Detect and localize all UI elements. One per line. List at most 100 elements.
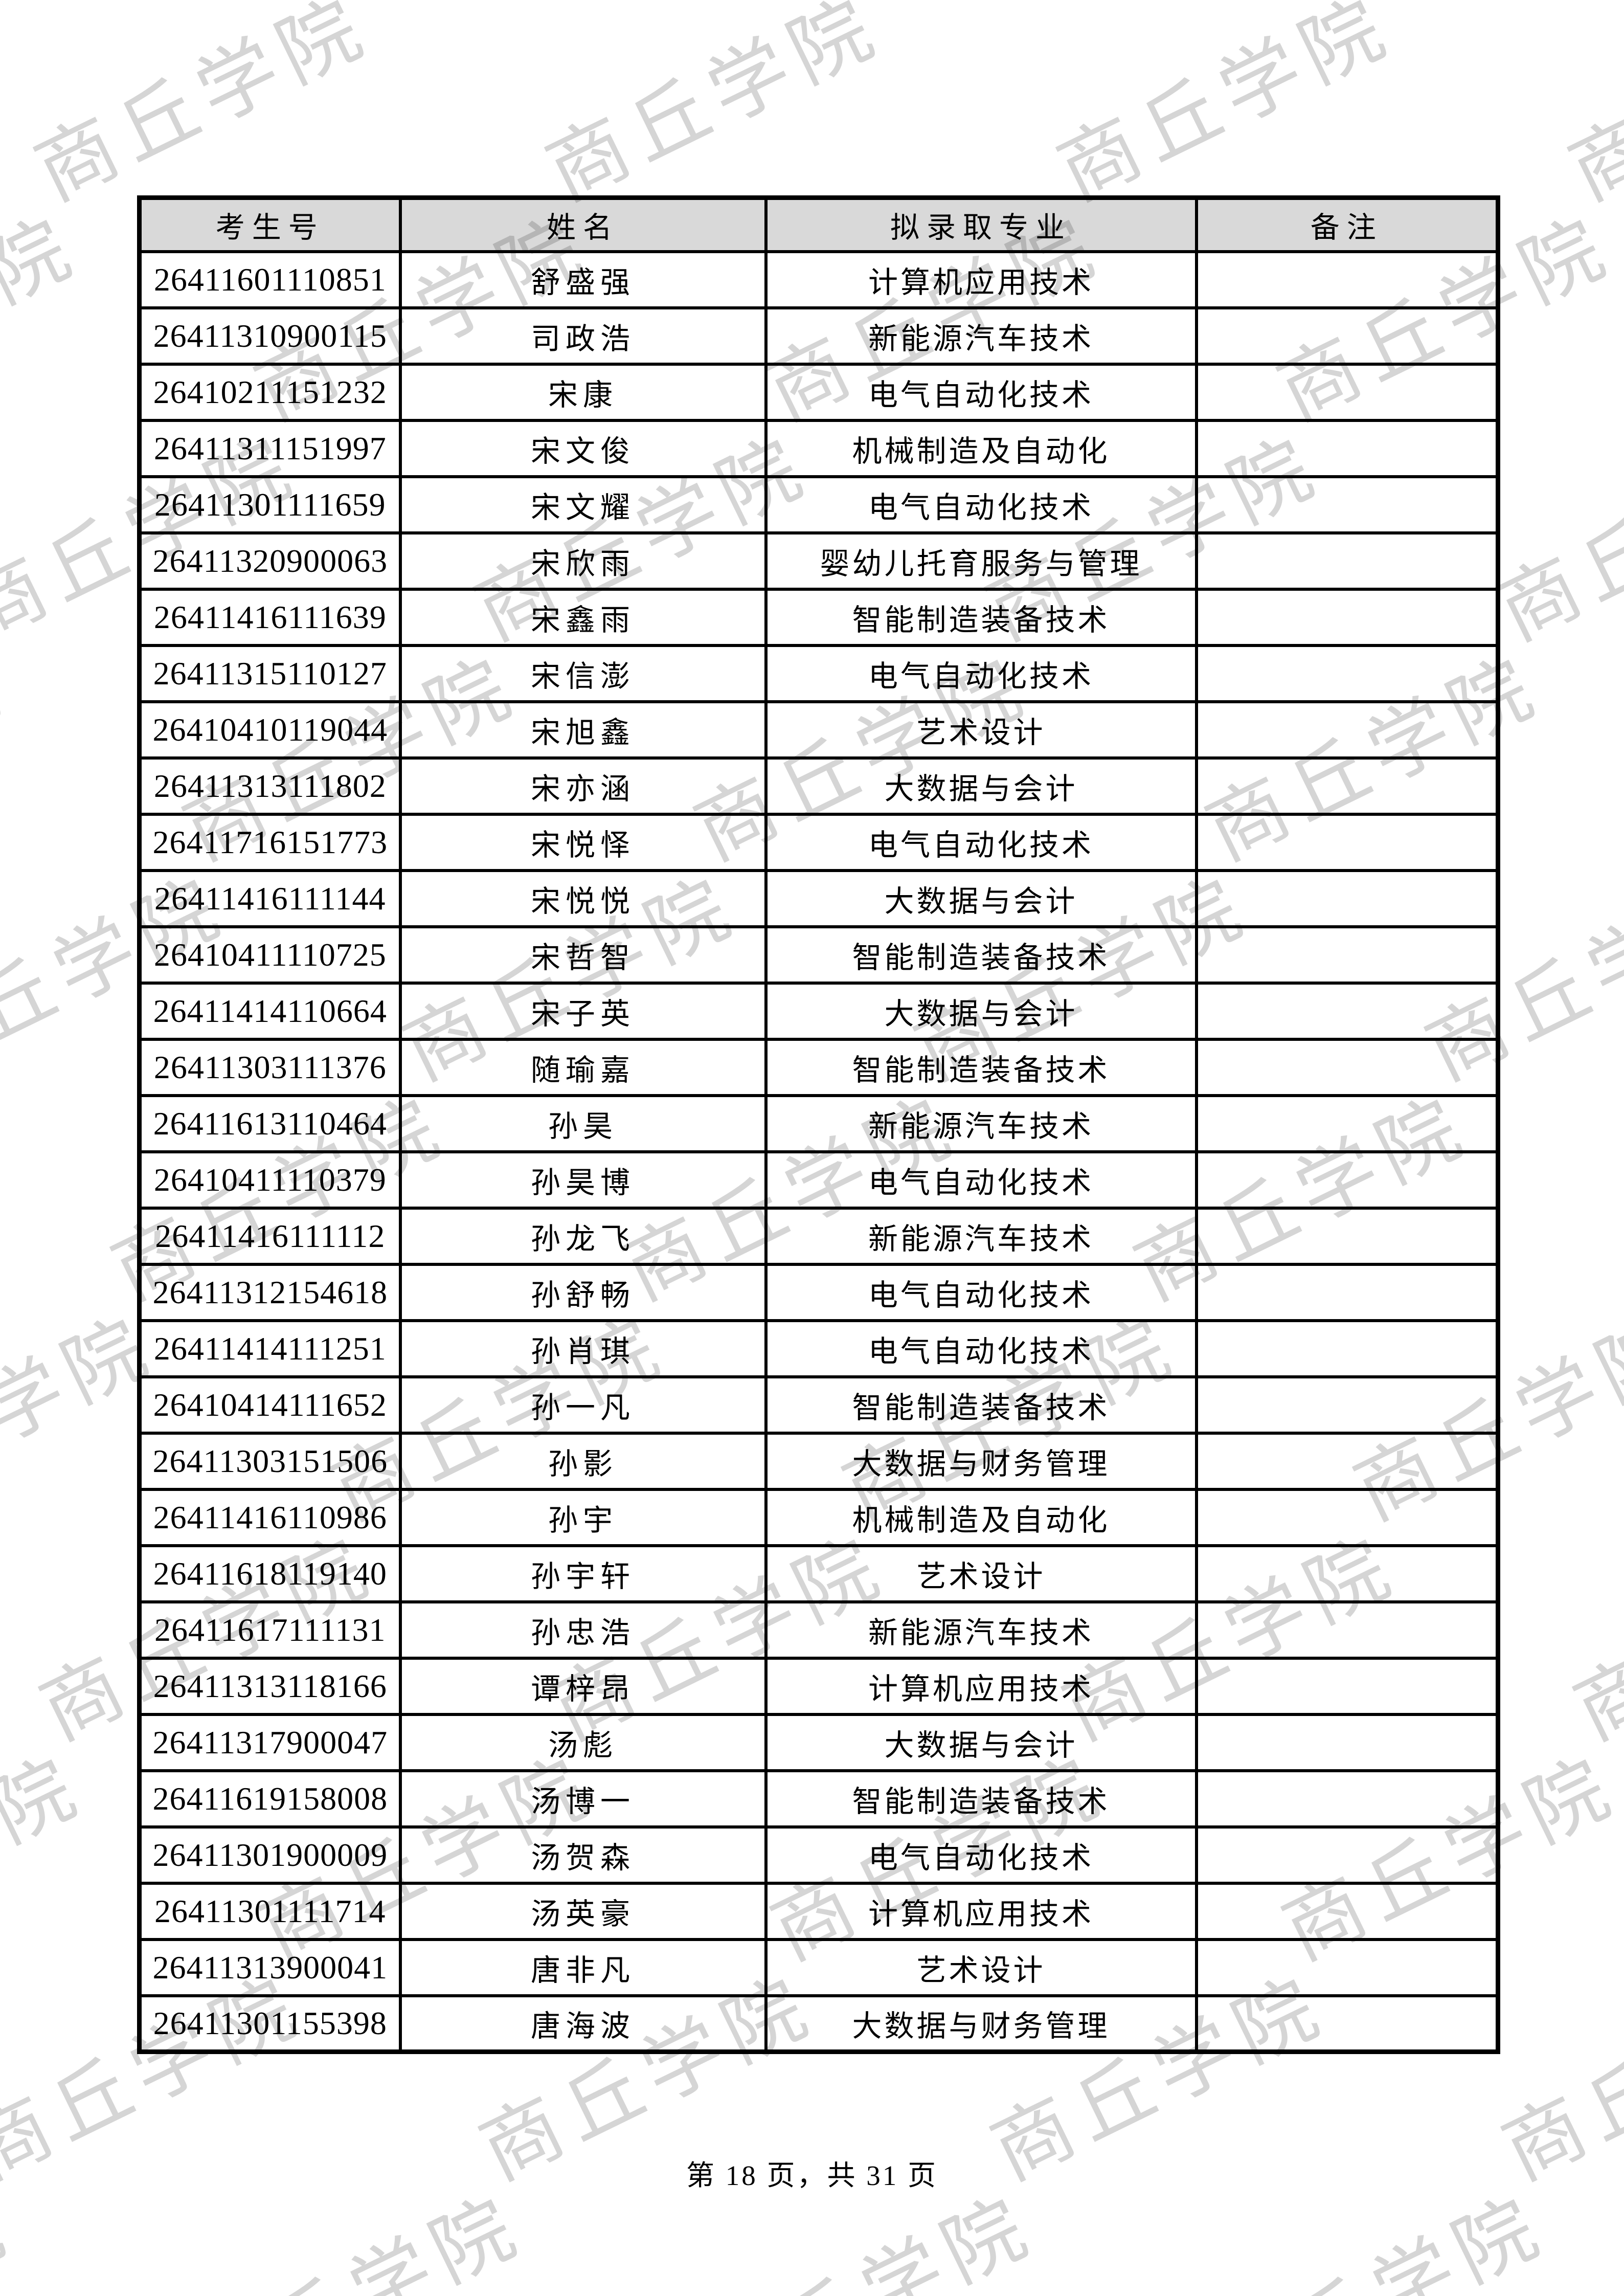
name-cell: 宋亦涵 <box>398 756 768 816</box>
table-row: 26411311151997 宋文俊 机械制造及自动化 <box>138 418 1500 478</box>
name-cell: 谭梓昂 <box>398 1656 768 1716</box>
note-cell <box>1194 925 1500 985</box>
major-cell: 智能制造装备技术 <box>764 925 1198 985</box>
candidate-id-cell: 26411301900009 <box>138 1825 402 1885</box>
note-cell <box>1194 1600 1500 1660</box>
watermark-text: 商丘学院 <box>0 201 92 437</box>
table-row: 26411310900115 司政浩 新能源汽车技术 <box>138 306 1500 366</box>
note-cell <box>1194 418 1500 478</box>
name-cell: 宋悦怿 <box>398 812 768 872</box>
table-row: 26411416111639 宋鑫雨 智能制造装备技术 <box>138 587 1500 647</box>
name-cell: 宋欣雨 <box>398 531 768 591</box>
table-row: 26411303151506 孙影 大数据与财务管理 <box>138 1431 1500 1491</box>
table-row: 26410414111652 孙一凡 智能制造装备技术 <box>138 1375 1500 1435</box>
watermark-text: 商丘学院 <box>1557 0 1624 217</box>
candidate-id-cell: 26411311151997 <box>138 418 402 478</box>
watermark-text: 商丘学院 <box>22 0 384 217</box>
note-cell <box>1194 1094 1500 1153</box>
name-cell: 汤彪 <box>398 1712 768 1772</box>
name-cell: 汤贺森 <box>398 1825 768 1885</box>
major-cell: 智能制造装备技术 <box>764 1037 1198 1097</box>
name-cell: 孙影 <box>398 1431 768 1491</box>
table-row: 26411320900063 宋欣雨 婴幼儿托育服务与管理 <box>138 531 1500 591</box>
note-cell <box>1194 531 1500 591</box>
name-cell: 孙一凡 <box>398 1375 768 1435</box>
table-row: 26411313900041 唐非凡 艺术设计 <box>138 1937 1500 1997</box>
name-cell: 宋旭鑫 <box>398 700 768 760</box>
note-cell <box>1194 868 1500 928</box>
major-cell: 新能源汽车技术 <box>764 306 1198 366</box>
major-cell: 智能制造装备技术 <box>764 1375 1198 1435</box>
note-cell <box>1194 643 1500 703</box>
table-row: 26411301900009 汤贺森 电气自动化技术 <box>138 1825 1500 1885</box>
table-row: 26410410119044 宋旭鑫 艺术设计 <box>138 700 1500 760</box>
column-header-3: 备注 <box>1194 196 1500 253</box>
watermark-text: 商丘学院 <box>0 1741 97 1977</box>
name-cell: 宋康 <box>398 362 768 422</box>
note-cell <box>1194 1712 1500 1772</box>
major-cell: 大数据与财务管理 <box>764 1994 1198 2054</box>
candidate-id-cell: 26411716151773 <box>138 812 402 872</box>
table-row: 26411312154618 孙舒畅 电气自动化技术 <box>138 1262 1500 1322</box>
name-cell: 孙宇轩 <box>398 1544 768 1603</box>
major-cell: 智能制造装备技术 <box>764 587 1198 647</box>
note-cell <box>1194 812 1500 872</box>
candidate-id-cell: 26411618119140 <box>138 1544 402 1603</box>
major-cell: 大数据与会计 <box>764 868 1198 928</box>
candidate-id-cell: 26411414110664 <box>138 981 402 1041</box>
major-cell: 电气自动化技术 <box>764 1825 1198 1885</box>
candidate-id-cell: 26411313118166 <box>138 1656 402 1716</box>
candidate-id-cell: 26411313900041 <box>138 1937 402 1997</box>
candidate-id-cell: 26411416111112 <box>138 1206 402 1266</box>
table-row: 26411416111112 孙龙飞 新能源汽车技术 <box>138 1206 1500 1266</box>
table-row: 26411313111802 宋亦涵 大数据与会计 <box>138 756 1500 816</box>
candidate-id-cell: 26410411110725 <box>138 925 402 985</box>
note-cell <box>1194 1937 1500 1997</box>
table-row: 26411414111251 孙肖琪 电气自动化技术 <box>138 1319 1500 1378</box>
major-cell: 计算机应用技术 <box>764 1656 1198 1716</box>
candidate-id-cell: 26410411110379 <box>138 1150 402 1210</box>
note-cell <box>1194 362 1500 422</box>
major-cell: 电气自动化技术 <box>764 1262 1198 1322</box>
name-cell: 宋悦悦 <box>398 868 768 928</box>
table-row: 26410411110725 宋哲智 智能制造装备技术 <box>138 925 1500 985</box>
candidate-id-cell: 26411601110851 <box>138 250 402 309</box>
major-cell: 婴幼儿托育服务与管理 <box>764 531 1198 591</box>
table-row: 26411301155398 唐海波 大数据与财务管理 <box>138 1994 1500 2054</box>
candidate-id-cell: 26411414111251 <box>138 1319 402 1378</box>
name-cell: 孙昊 <box>398 1094 768 1153</box>
note-cell <box>1194 1431 1500 1491</box>
note-cell <box>1194 1206 1500 1266</box>
major-cell: 大数据与会计 <box>764 756 1198 816</box>
candidate-id-cell: 26411416110986 <box>138 1487 402 1547</box>
major-cell: 大数据与财务管理 <box>764 1431 1198 1491</box>
watermark-text: 商丘学院 <box>1045 0 1406 217</box>
name-cell: 孙宇 <box>398 1487 768 1547</box>
name-cell: 汤英豪 <box>398 1881 768 1941</box>
table-row: 26411613110464 孙昊 新能源汽车技术 <box>138 1094 1500 1153</box>
table-row: 26411619158008 汤博一 智能制造装备技术 <box>138 1769 1500 1829</box>
candidate-id-cell: 26411313111802 <box>138 756 402 816</box>
column-header-1: 姓名 <box>398 196 768 253</box>
candidate-id-cell: 26410410119044 <box>138 700 402 760</box>
note-cell <box>1194 1375 1500 1435</box>
note-cell <box>1194 700 1500 760</box>
name-cell: 唐海波 <box>398 1994 768 2054</box>
major-cell: 新能源汽车技术 <box>764 1206 1198 1266</box>
candidate-id-cell: 26411617111131 <box>138 1600 402 1660</box>
major-cell: 艺术设计 <box>764 1544 1198 1603</box>
name-cell: 汤博一 <box>398 1769 768 1829</box>
name-cell: 宋文耀 <box>398 475 768 534</box>
major-cell: 电气自动化技术 <box>764 643 1198 703</box>
note-cell <box>1194 1881 1500 1941</box>
note-cell <box>1194 1037 1500 1097</box>
candidate-id-cell: 26411619158008 <box>138 1769 402 1829</box>
table-row: 26411601110851 舒盛强 计算机应用技术 <box>138 250 1500 309</box>
table-row: 26411303111376 随瑜嘉 智能制造装备技术 <box>138 1037 1500 1097</box>
name-cell: 宋信澎 <box>398 643 768 703</box>
watermark-text: 商丘学院 <box>534 0 895 217</box>
note-cell <box>1194 1544 1500 1603</box>
major-cell: 电气自动化技术 <box>764 812 1198 872</box>
name-cell: 孙舒畅 <box>398 1262 768 1322</box>
